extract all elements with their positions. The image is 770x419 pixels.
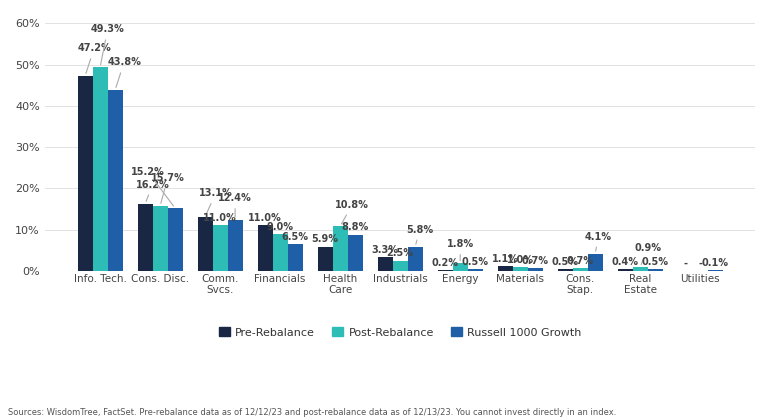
Bar (393, 261, 407, 271)
Text: 47.2%: 47.2% (77, 44, 111, 73)
Bar (573, 268, 588, 271)
Text: 11.0%: 11.0% (203, 213, 237, 223)
Bar (497, 266, 513, 271)
Bar (198, 217, 213, 271)
Text: Sources: WisdomTree, FactSet. Pre-rebalance data as of 12/12/23 and post-rebalan: Sources: WisdomTree, FactSet. Pre-rebala… (8, 408, 616, 417)
Bar (513, 267, 527, 271)
Text: 0.1%: 0.1% (701, 259, 728, 269)
Text: 0.7%: 0.7% (522, 256, 549, 266)
Text: 2.5%: 2.5% (387, 248, 413, 259)
Legend: Pre-Rebalance, Post-Rebalance, Russell 1000 Growth: Pre-Rebalance, Post-Rebalance, Russell 1… (214, 323, 586, 342)
Bar (108, 90, 122, 271)
Bar (633, 267, 648, 271)
Bar (527, 268, 543, 271)
Bar (168, 208, 182, 271)
Text: 6.5%: 6.5% (282, 232, 309, 242)
Text: 43.8%: 43.8% (107, 57, 141, 88)
Text: 11.0%: 11.0% (248, 213, 282, 223)
Text: 15.2%: 15.2% (131, 167, 173, 206)
Text: 0.9%: 0.9% (634, 243, 661, 264)
Bar (437, 270, 453, 271)
Bar (138, 204, 152, 271)
Bar (648, 269, 663, 271)
Bar (213, 225, 228, 271)
Text: 8.8%: 8.8% (342, 222, 369, 233)
Bar (92, 67, 108, 271)
Bar (467, 269, 483, 271)
Bar (228, 220, 243, 271)
Text: 16.2%: 16.2% (136, 180, 169, 202)
Bar (333, 226, 347, 271)
Bar (258, 225, 273, 271)
Bar (588, 254, 603, 271)
Bar (407, 247, 423, 271)
Text: 4.1%: 4.1% (584, 232, 611, 251)
Text: 0.5%: 0.5% (462, 257, 489, 267)
Bar (288, 244, 303, 271)
Text: 0.4%: 0.4% (611, 257, 638, 267)
Bar (557, 269, 573, 271)
Text: 12.4%: 12.4% (218, 193, 252, 217)
Text: 0.2%: 0.2% (432, 258, 459, 268)
Text: 10.8%: 10.8% (335, 200, 369, 224)
Text: 0.5%: 0.5% (641, 257, 668, 267)
Text: 5.9%: 5.9% (312, 235, 339, 244)
Text: 0.5%: 0.5% (551, 257, 579, 267)
Text: 0.7%: 0.7% (567, 256, 594, 266)
Text: 49.3%: 49.3% (91, 24, 125, 65)
Bar (273, 234, 288, 271)
Text: 15.7%: 15.7% (151, 173, 185, 203)
Text: 5.8%: 5.8% (406, 225, 434, 244)
Text: -: - (698, 259, 702, 269)
Text: -: - (683, 259, 688, 269)
Text: 1.1%: 1.1% (492, 254, 519, 264)
Bar (152, 206, 168, 271)
Text: 1.0%: 1.0% (507, 255, 534, 265)
Text: 13.1%: 13.1% (199, 188, 233, 214)
Bar (347, 235, 363, 271)
Bar (318, 246, 333, 271)
Bar (78, 76, 92, 271)
Text: 3.3%: 3.3% (372, 245, 399, 255)
Text: 1.8%: 1.8% (447, 239, 474, 261)
Bar (453, 264, 467, 271)
Bar (377, 257, 393, 271)
Text: 9.0%: 9.0% (266, 222, 293, 232)
Bar (618, 269, 633, 271)
